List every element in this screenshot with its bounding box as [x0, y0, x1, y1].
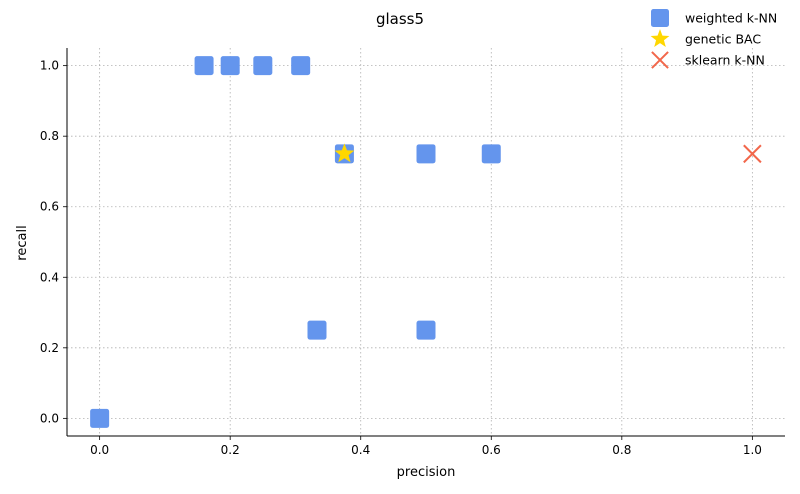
series-genetic-bac [334, 143, 355, 163]
legend-item: genetic BAC [650, 29, 761, 48]
data-point [481, 144, 501, 164]
ticks-layer: 0.0 0.2 0.4 0.6 0.8 1.0 0.0 0.2 0.4 0.6 0.8 1.0 [40, 59, 762, 457]
x-tick-label: 0.4 [351, 443, 370, 457]
grid-layer [67, 48, 785, 436]
legend-item: sklearn k-NN [651, 51, 765, 69]
y-tick-label: 0.4 [40, 270, 59, 284]
x-tick-label: 0.0 [90, 443, 109, 457]
legend: weighted k-NN genetic BAC sklearn k-NN [650, 9, 777, 69]
y-tick-label: 0.6 [40, 200, 59, 214]
data-point [307, 320, 327, 340]
x-tick-label: 0.8 [612, 443, 631, 457]
data-point [220, 56, 240, 76]
legend-marker [651, 9, 669, 27]
data-point [743, 144, 762, 164]
data-point [334, 143, 355, 163]
axes-layer [66, 48, 785, 437]
x-tick-label: 0.6 [482, 443, 501, 457]
x-tick-label: 1.0 [743, 443, 762, 457]
legend-item: weighted k-NN [651, 9, 777, 27]
data-point [90, 408, 110, 428]
series-weighted-k-nn [90, 56, 501, 428]
legend-marker [650, 29, 670, 48]
y-tick-label: 0.8 [40, 129, 59, 143]
legend-label: genetic BAC [685, 32, 761, 47]
legend-marker-stroke [651, 51, 669, 69]
y-axis-label: recall [15, 225, 30, 260]
data-point [416, 320, 436, 340]
x-tick-label: 0.2 [221, 443, 240, 457]
data-point [253, 56, 273, 76]
legend-label: weighted k-NN [685, 11, 777, 26]
marks-layer [90, 56, 762, 428]
series-sklearn-k-nn [743, 144, 762, 164]
y-tick-label: 0.0 [40, 411, 59, 425]
data-point [291, 56, 311, 76]
x-axis-label: precision [397, 465, 456, 480]
data-point [194, 56, 214, 76]
data-point [416, 144, 436, 164]
chart-title: glass5 [376, 10, 424, 28]
y-tick-label: 1.0 [40, 59, 59, 73]
legend-label: sklearn k-NN [685, 53, 765, 68]
y-tick-label: 0.2 [40, 341, 59, 355]
legend-marker [651, 51, 669, 69]
data-point-stroke [743, 144, 762, 164]
